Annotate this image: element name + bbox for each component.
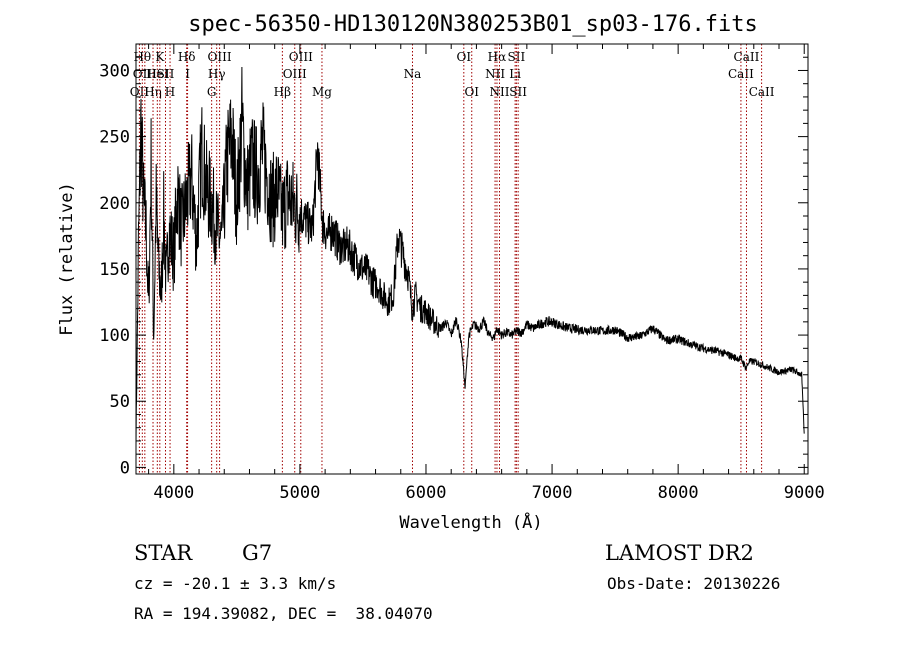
object-subclass: G7 — [242, 541, 272, 565]
line-marker-label: Na — [404, 67, 422, 81]
y-tick-label: 150 — [99, 260, 130, 280]
x-axis-ticks: 4000 5000 6000 7000 8000 9000 — [148, 44, 825, 503]
x-tick-label: 9000 — [784, 483, 825, 503]
line-marker-label: SII — [508, 50, 526, 64]
line-marker-label: SII — [157, 67, 175, 81]
line-marker-label: Hα — [488, 50, 507, 64]
line-marker-label: G — [207, 85, 217, 99]
plot-frame — [135, 43, 809, 475]
line-marker-label: NII — [489, 85, 509, 99]
x-tick-label: 7000 — [532, 483, 573, 503]
coordinates: RA = 194.39082, DEC = 38.04070 — [134, 604, 433, 623]
line-marker-label: Li — [509, 67, 521, 81]
survey-name: LAMOST DR2 — [605, 541, 754, 565]
line-marker-label: Hδ — [178, 50, 196, 64]
line-marker-label: CaII — [749, 85, 775, 99]
redshift-velocity: cz = -20.1 ± 3.3 km/s — [134, 574, 336, 593]
object-class: STAR — [134, 541, 193, 565]
y-tick-label: 250 — [99, 128, 130, 148]
line-marker-label: Hη — [144, 85, 162, 99]
line-marker-label: CaII — [734, 50, 760, 64]
line-marker-label: Hγ — [208, 67, 226, 81]
line-marker-label: OI — [457, 50, 472, 64]
y-axis-ticks: 0 50 100 150 200 250 300 — [99, 56, 808, 478]
x-tick-label: 5000 — [279, 483, 320, 503]
x-tick-label: 6000 — [406, 483, 447, 503]
x-tick-label: 4000 — [153, 483, 194, 503]
line-marker-label: OI — [464, 85, 479, 99]
chart-title: spec-56350-HD130120N380253B01_sp03-176.f… — [188, 12, 758, 37]
line-marker-label: I — [185, 67, 190, 81]
line-marker-label: Hβ — [274, 85, 291, 99]
x-axis-label: Wavelength (Å) — [399, 511, 542, 533]
line-marker-label: Hθ — [133, 50, 151, 64]
line-marker-label: OIII — [208, 50, 232, 64]
line-marker-label: HeI — [146, 67, 169, 81]
y-tick-label: 200 — [99, 194, 130, 214]
x-tick-label: 8000 — [658, 483, 699, 503]
line-marker-label: OII — [130, 85, 150, 99]
observation-date: Obs-Date: 20130226 — [607, 574, 780, 593]
line-marker-label: OIII — [289, 50, 313, 64]
y-tick-label: 50 — [110, 392, 130, 412]
line-marker-label: K — [155, 50, 165, 64]
line-marker-label: SII — [509, 85, 527, 99]
y-tick-label: 0 — [120, 458, 130, 478]
line-marker-label: OIII — [283, 67, 307, 81]
y-tick-label: 100 — [99, 326, 130, 346]
line-marker-label: H — [165, 85, 175, 99]
line-marker-label: NII — [485, 67, 505, 81]
line-marker-label: CaII — [728, 67, 754, 81]
y-axis-label: Flux (relative) — [57, 182, 77, 336]
line-marker-label: Mg — [312, 85, 332, 99]
spectrum-line — [135, 66, 805, 446]
y-tick-label: 300 — [99, 61, 130, 81]
line-marker-layer: OIIHθOIIIHηHeIKSIIHHδIGHγOIIIHβOIIIOIIIM… — [130, 44, 775, 474]
